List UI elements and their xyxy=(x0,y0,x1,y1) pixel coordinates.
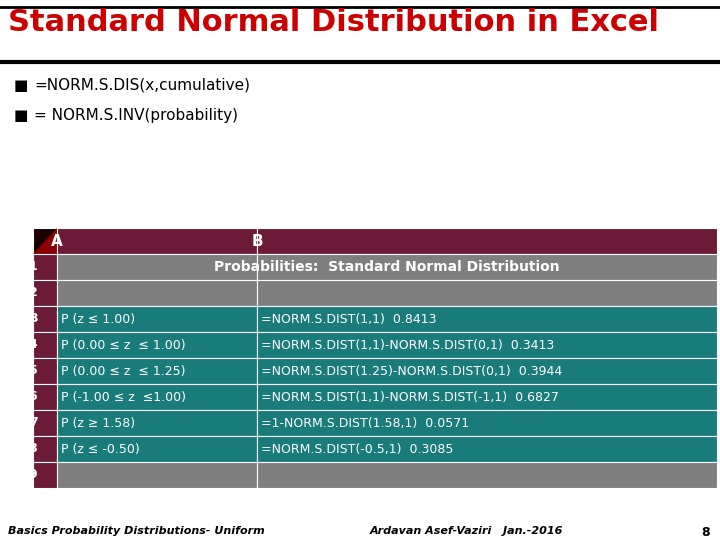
Bar xyxy=(33,254,57,280)
Bar xyxy=(57,254,257,280)
Bar xyxy=(33,280,57,306)
Bar xyxy=(57,436,257,462)
Bar xyxy=(57,332,257,358)
Bar xyxy=(257,280,717,306)
Bar xyxy=(33,306,57,332)
Bar xyxy=(257,254,717,280)
Bar xyxy=(33,436,57,462)
Text: =1-NORM.S.DIST(1.58,1)  0.0571: =1-NORM.S.DIST(1.58,1) 0.0571 xyxy=(261,416,469,429)
Bar xyxy=(257,462,717,488)
Text: =NORM.S.DIST(1,1)  0.8413: =NORM.S.DIST(1,1) 0.8413 xyxy=(261,313,436,326)
Text: =NORM.S.DIST(-0.5,1)  0.3085: =NORM.S.DIST(-0.5,1) 0.3085 xyxy=(261,442,454,456)
Text: 6: 6 xyxy=(29,390,37,403)
Bar xyxy=(33,462,57,488)
Text: =NORM.S.DIS(x,cumulative): =NORM.S.DIS(x,cumulative) xyxy=(34,78,250,93)
Text: =NORM.S.DIST(1.25)-NORM.S.DIST(0,1)  0.3944: =NORM.S.DIST(1.25)-NORM.S.DIST(0,1) 0.39… xyxy=(261,364,562,377)
Text: =NORM.S.DIST(1,1)-NORM.S.DIST(-1,1)  0.6827: =NORM.S.DIST(1,1)-NORM.S.DIST(-1,1) 0.68… xyxy=(261,390,559,403)
Text: 4: 4 xyxy=(29,339,37,352)
Text: ■: ■ xyxy=(14,108,28,123)
Text: P (-1.00 ≤ z  ≤1.00): P (-1.00 ≤ z ≤1.00) xyxy=(61,390,186,403)
Bar xyxy=(257,436,717,462)
Bar xyxy=(57,358,257,384)
Bar xyxy=(257,332,717,358)
Text: 1: 1 xyxy=(29,260,37,273)
Bar xyxy=(257,384,717,410)
Bar xyxy=(33,384,57,410)
Bar xyxy=(57,410,257,436)
Text: 7: 7 xyxy=(29,416,37,429)
Bar xyxy=(57,384,257,410)
Bar xyxy=(57,462,257,488)
Text: 5: 5 xyxy=(29,364,37,377)
Text: A: A xyxy=(51,233,63,248)
Bar xyxy=(33,228,57,254)
Text: =NORM.S.DIST(1,1)-NORM.S.DIST(0,1)  0.3413: =NORM.S.DIST(1,1)-NORM.S.DIST(0,1) 0.341… xyxy=(261,339,554,352)
Bar xyxy=(57,228,257,254)
Text: 8: 8 xyxy=(701,526,710,539)
Text: P (z ≤ 1.00): P (z ≤ 1.00) xyxy=(61,313,135,326)
Text: 3: 3 xyxy=(29,313,37,326)
Polygon shape xyxy=(33,228,57,254)
Bar xyxy=(33,410,57,436)
Bar xyxy=(33,358,57,384)
Text: P (0.00 ≤ z  ≤ 1.00): P (0.00 ≤ z ≤ 1.00) xyxy=(61,339,186,352)
Bar xyxy=(257,358,717,384)
Text: Standard Normal Distribution in Excel: Standard Normal Distribution in Excel xyxy=(8,8,659,37)
Bar xyxy=(257,410,717,436)
Text: 2: 2 xyxy=(29,287,37,300)
Text: P (0.00 ≤ z  ≤ 1.25): P (0.00 ≤ z ≤ 1.25) xyxy=(61,364,186,377)
Text: 8: 8 xyxy=(29,442,37,456)
Text: P (z ≥ 1.58): P (z ≥ 1.58) xyxy=(61,416,135,429)
Text: 9: 9 xyxy=(29,469,37,482)
Bar xyxy=(33,332,57,358)
Text: ■: ■ xyxy=(14,78,28,93)
Text: Probabilities:  Standard Normal Distribution: Probabilities: Standard Normal Distribut… xyxy=(214,260,560,274)
Text: Basics Probability Distributions- Uniform: Basics Probability Distributions- Unifor… xyxy=(8,526,265,536)
Text: P (z ≤ -0.50): P (z ≤ -0.50) xyxy=(61,442,140,456)
Bar xyxy=(257,228,717,254)
Text: B: B xyxy=(251,233,263,248)
Text: Ardavan Asef-Vaziri   Jan.-2016: Ardavan Asef-Vaziri Jan.-2016 xyxy=(370,526,563,536)
Bar xyxy=(57,280,257,306)
Text: = NORM.S.INV(probability): = NORM.S.INV(probability) xyxy=(34,108,238,123)
Bar xyxy=(57,306,257,332)
Bar xyxy=(257,306,717,332)
